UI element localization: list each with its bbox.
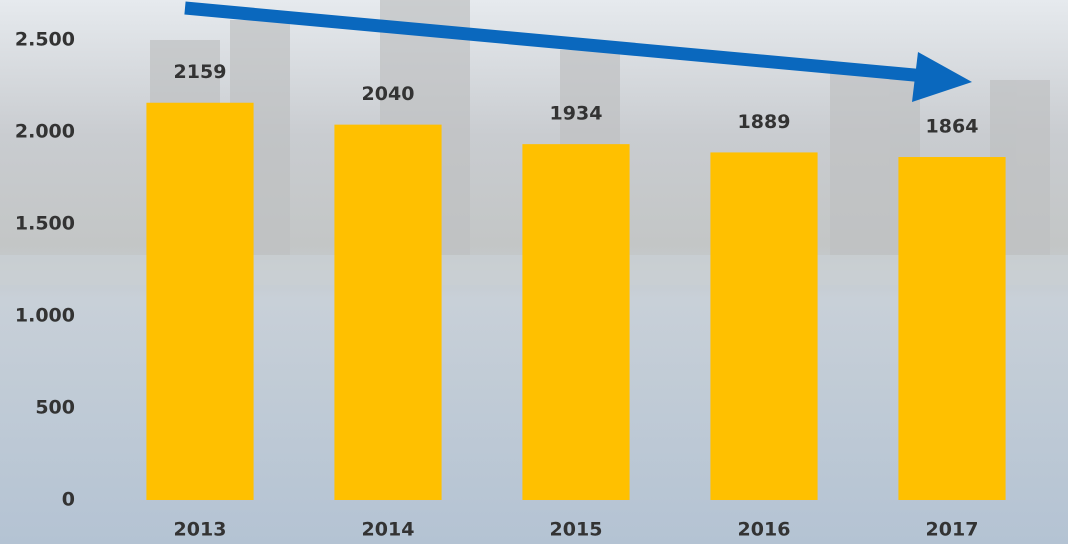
y-tick-label: 2.000	[15, 121, 75, 143]
x-tick-label: 2014	[362, 519, 415, 541]
x-tick-label: 2017	[926, 519, 979, 541]
bar	[146, 103, 253, 500]
bar	[334, 125, 441, 500]
y-tick-label: 1.000	[15, 305, 75, 327]
bar	[898, 157, 1005, 500]
data-label: 1934	[550, 103, 603, 125]
chart: 0 500 1.000 1.500 2.000 2.500 2013 2159 2014 2040…	[0, 0, 1068, 544]
bar	[710, 152, 817, 500]
x-tick-label: 2016	[738, 519, 791, 541]
y-tick-label: 2.500	[15, 29, 75, 51]
data-label: 1864	[926, 116, 979, 138]
y-tick-label: 1.500	[15, 213, 75, 235]
x-tick-label: 2015	[550, 519, 603, 541]
bar	[522, 144, 629, 500]
y-tick-label: 500	[35, 397, 75, 419]
y-tick-label: 0	[62, 489, 75, 511]
data-label: 2040	[362, 83, 415, 105]
data-label: 1889	[738, 111, 791, 133]
data-label: 2159	[174, 61, 227, 83]
x-tick-label: 2013	[174, 519, 227, 541]
